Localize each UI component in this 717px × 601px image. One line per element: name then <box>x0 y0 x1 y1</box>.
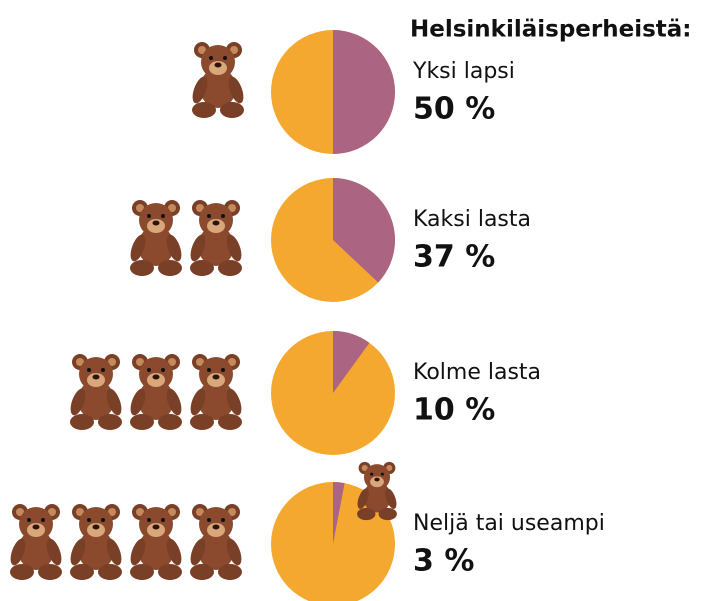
category-label: Kolme lasta <box>413 360 541 385</box>
pie-slice <box>333 30 395 154</box>
category-label: Yksi lapsi <box>412 59 515 84</box>
pies <box>271 30 395 601</box>
category-label: Neljä tai useampi <box>413 511 605 536</box>
value-label: 50 % <box>413 92 495 127</box>
value-label: 10 % <box>413 393 495 428</box>
value-label: 3 % <box>413 544 474 579</box>
infographic: Helsinkiläisperheistä: Yksi lapsi 50 % Kak… <box>0 0 717 601</box>
bears <box>8 42 247 580</box>
title: Helsinkiläisperheistä: <box>410 17 692 43</box>
value-label: 37 % <box>413 240 495 275</box>
category-label: Kaksi lasta <box>413 207 531 232</box>
